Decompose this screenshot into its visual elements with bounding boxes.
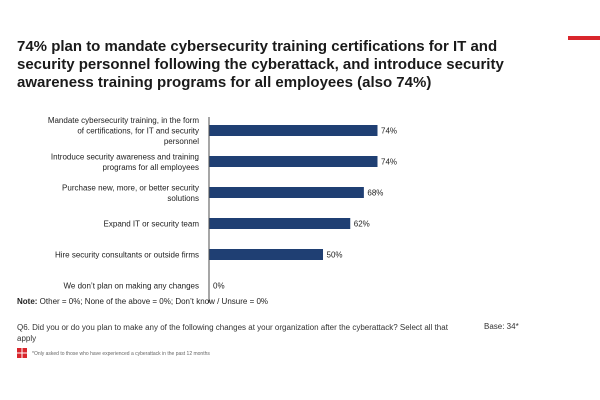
category-label-line: Hire security consultants or outside fir… <box>55 251 199 260</box>
survey-question: Q6. Did you or do you plan to make any o… <box>17 323 448 343</box>
category-label: Hire security consultants or outside fir… <box>55 251 199 260</box>
category-label-line: of certifications, for IT and security <box>77 127 199 136</box>
category-label-line: solutions <box>167 194 199 203</box>
bar <box>209 249 324 260</box>
footnote: *Only asked to those who have experience… <box>32 351 210 357</box>
bar <box>209 156 378 167</box>
category-label-line: Purchase new, more, or better security <box>62 183 199 192</box>
data-label: 74% <box>381 127 397 136</box>
note-label: Note: <box>17 297 38 306</box>
category-label-line: Mandate cybersecurity training, in the f… <box>48 116 200 125</box>
category-label: Introduce security awareness and trainin… <box>51 152 199 172</box>
data-label: 62% <box>354 220 370 229</box>
category-label: Purchase new, more, or better security so… <box>62 183 199 203</box>
category-label-line: Introduce security awareness and trainin… <box>51 152 199 161</box>
note-text: Other = 0%; None of the above = 0%; Don’… <box>37 297 269 306</box>
bar <box>209 125 378 136</box>
data-label: 50% <box>327 251 343 260</box>
category-label: Mandate cybersecurity training, in the f… <box>48 116 200 146</box>
category-label-line: personnel <box>164 137 199 146</box>
page-title: 74% plan to mandate cybersecurity traini… <box>17 38 504 91</box>
category-label: Expand IT or security team <box>104 220 200 229</box>
category-label-line: Expand IT or security team <box>104 220 200 229</box>
data-label: 74% <box>381 158 397 167</box>
data-label: 68% <box>367 189 383 198</box>
note: Note: Other = 0%; None of the above = 0%… <box>17 297 268 306</box>
bar <box>209 187 364 198</box>
sample-base: Base: 34* <box>484 322 519 331</box>
category-label-line: We don’t plan on making any changes <box>64 282 200 291</box>
bar <box>209 218 351 229</box>
data-label: 0% <box>213 282 225 291</box>
company-logo-icon <box>17 348 27 358</box>
accent-bar <box>568 36 600 40</box>
category-label: We don’t plan on making any changes <box>64 282 200 291</box>
category-label-line: programs for all employees <box>103 163 199 172</box>
